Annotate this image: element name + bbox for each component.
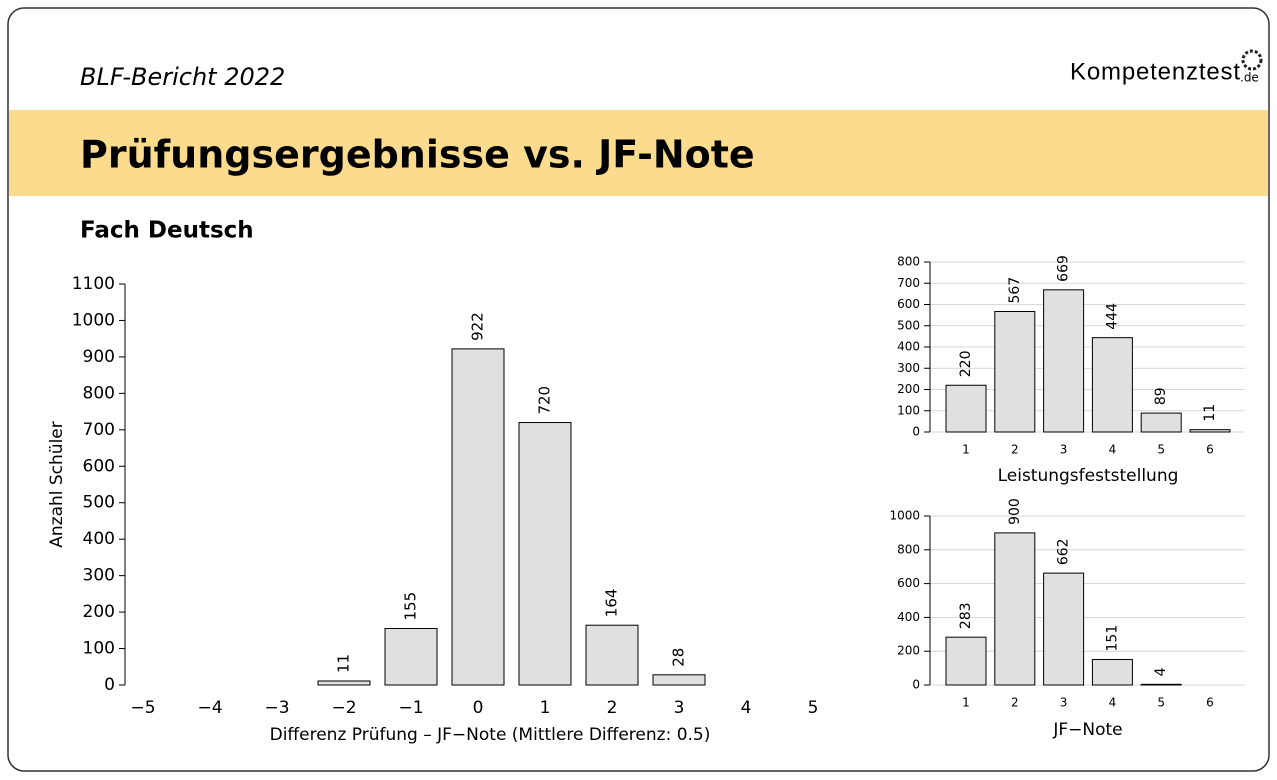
y-tick-label: 200 — [83, 602, 115, 622]
y-tick-label: 500 — [897, 318, 920, 332]
x-tick-label: −5 — [130, 698, 155, 718]
y-tick-label: 600 — [897, 576, 920, 590]
x-tick-label: 2 — [1011, 696, 1019, 710]
bar — [518, 422, 572, 686]
logo-icon — [1241, 49, 1263, 71]
data-label: 444 — [1104, 303, 1120, 330]
x-tick-label: 4 — [741, 698, 752, 718]
data-label: 89 — [1153, 387, 1169, 405]
x-tick-label: −1 — [398, 698, 423, 718]
data-label: 720 — [536, 386, 554, 415]
data-label: 151 — [1104, 625, 1120, 652]
x-tick-label: 6 — [1206, 696, 1214, 710]
data-label: 567 — [1007, 277, 1023, 304]
logo-suffix: .de — [1240, 71, 1259, 85]
bar — [652, 674, 706, 686]
x-tick-label: −3 — [264, 698, 289, 718]
data-label: 922 — [469, 312, 487, 341]
x-tick-label: 4 — [1109, 696, 1117, 710]
x-tick-label: 0 — [473, 698, 484, 718]
bar — [1043, 572, 1085, 686]
x-axis-label: Differenz Prüfung – JF−Note (Mittlere Di… — [270, 725, 711, 745]
y-axis-label: Anzahl Schüler — [47, 421, 67, 548]
x-tick-label: 1 — [962, 443, 970, 457]
x-tick-label: 5 — [1157, 443, 1165, 457]
data-label: 164 — [603, 589, 621, 618]
bar — [994, 311, 1036, 433]
y-tick-label: 1000 — [72, 310, 115, 330]
y-tick-label: 600 — [83, 456, 115, 476]
x-tick-label: 6 — [1206, 443, 1214, 457]
y-tick-label: 700 — [897, 276, 920, 290]
x-tick-label: −4 — [197, 698, 222, 718]
y-tick-label: 1100 — [72, 274, 115, 294]
report-label: BLF-Bericht 2022 — [80, 63, 285, 91]
bar — [585, 624, 639, 686]
x-tick-label: 3 — [674, 698, 685, 718]
bar — [945, 384, 987, 433]
bar — [384, 627, 438, 686]
data-label: 283 — [958, 602, 974, 629]
y-tick-label: 0 — [912, 678, 920, 692]
x-tick-label: 1 — [962, 696, 970, 710]
bar — [994, 532, 1036, 686]
y-tick-label: 200 — [897, 644, 920, 658]
x-tick-label: 3 — [1060, 696, 1068, 710]
y-tick-label: 800 — [83, 383, 115, 403]
y-tick-label: 700 — [83, 420, 115, 440]
y-tick-label: 100 — [897, 403, 920, 417]
y-tick-label: 0 — [104, 675, 115, 695]
y-tick-label: 1000 — [889, 509, 920, 523]
data-label: 662 — [1056, 538, 1072, 565]
data-label: 155 — [402, 592, 420, 621]
x-tick-label: 3 — [1060, 443, 1068, 457]
y-tick-label: 400 — [897, 610, 920, 624]
x-tick-label: 4 — [1109, 443, 1117, 457]
bar — [1189, 429, 1231, 433]
x-axis-label: Leistungsfeststellung — [998, 466, 1179, 486]
data-label: 11 — [335, 654, 353, 673]
y-tick-label: 0 — [912, 425, 920, 439]
data-label: 220 — [958, 351, 974, 378]
title: Prüfungsergebnisse vs. JF-Note — [80, 133, 755, 177]
subtitle: Fach Deutsch — [80, 218, 254, 244]
bar — [1043, 289, 1085, 433]
bar — [317, 680, 371, 686]
bar — [1091, 658, 1133, 686]
data-label: 900 — [1007, 498, 1023, 525]
bar — [1091, 337, 1133, 433]
y-tick-label: 200 — [897, 382, 920, 396]
x-tick-label: 2 — [607, 698, 618, 718]
x-axis-label: JF−Note — [1052, 720, 1122, 740]
y-tick-label: 800 — [897, 255, 920, 269]
bar — [451, 348, 505, 686]
y-tick-label: 300 — [83, 566, 115, 586]
x-tick-label: 2 — [1011, 443, 1019, 457]
x-tick-label: 5 — [808, 698, 819, 718]
data-label: 669 — [1056, 255, 1072, 282]
bar — [1140, 412, 1182, 433]
x-tick-label: 5 — [1157, 696, 1165, 710]
y-tick-label: 100 — [83, 639, 115, 659]
data-label: 4 — [1153, 667, 1169, 676]
y-tick-label: 600 — [897, 297, 920, 311]
data-label: 11 — [1202, 404, 1218, 422]
y-tick-label: 400 — [83, 529, 115, 549]
bar — [1140, 683, 1182, 686]
bar — [945, 636, 987, 686]
title-band — [9, 110, 1268, 196]
y-tick-label: 900 — [83, 347, 115, 367]
y-tick-label: 500 — [83, 493, 115, 513]
x-tick-label: 1 — [540, 698, 551, 718]
y-tick-label: 300 — [897, 361, 920, 375]
x-tick-label: −2 — [331, 698, 356, 718]
logo: Kompetenztest — [1070, 58, 1240, 85]
data-label: 28 — [670, 648, 688, 667]
y-tick-label: 400 — [897, 340, 920, 354]
frame — [7, 7, 1270, 772]
y-tick-label: 800 — [897, 542, 920, 556]
